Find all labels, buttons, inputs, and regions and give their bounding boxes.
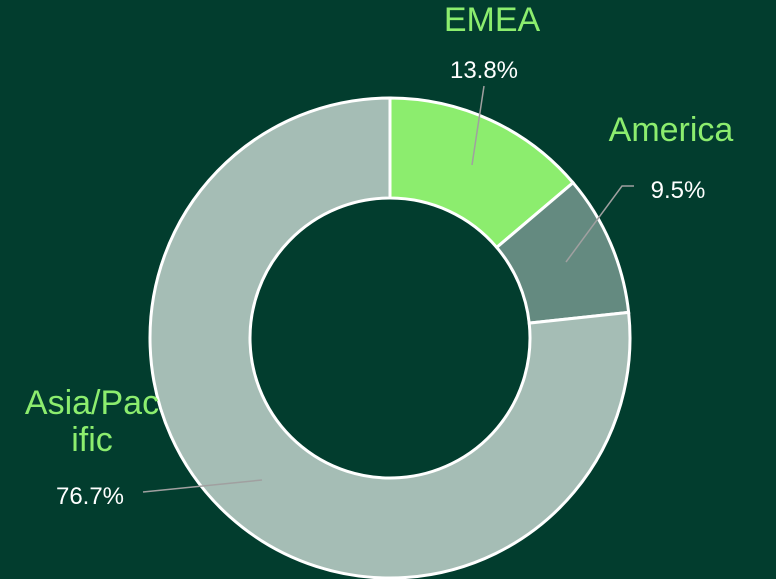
slice-category-label: Asia/Pacific: [24, 384, 160, 460]
slice-value-label: 76.7%: [55, 483, 125, 510]
slice-category-label: America: [608, 111, 734, 149]
slice-value-label: 9.5%: [650, 177, 706, 204]
slice-category-label: EMEA: [443, 1, 541, 39]
leader-line: [471, 85, 485, 166]
leader-line: [142, 479, 263, 493]
slice-value-label: 13.8%: [449, 57, 519, 84]
donut-slice: [148, 96, 632, 579]
leader-line: [565, 185, 634, 263]
